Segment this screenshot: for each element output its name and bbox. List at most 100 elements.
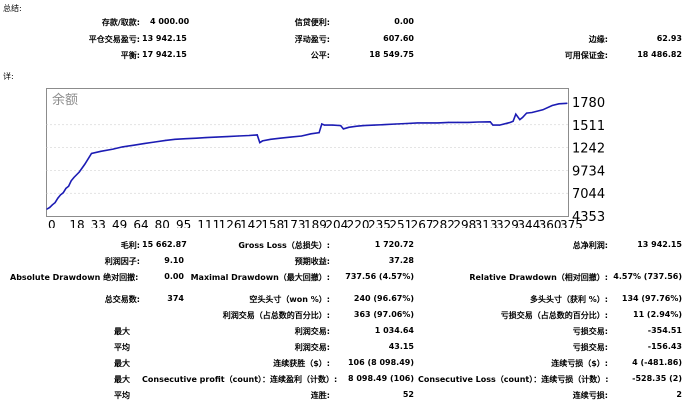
avg-consec-wins-label: 连胜: xyxy=(310,391,330,400)
consec-profit-value: 8 098.49 (106) xyxy=(347,374,414,383)
margin-value: 62.93 xyxy=(656,34,682,43)
chart-point xyxy=(348,126,350,128)
chart-point xyxy=(112,148,114,150)
consec-wins-label: 连续获胜（$）: xyxy=(273,359,330,368)
chart-point xyxy=(90,152,93,155)
largest-profit-label: 利润交易: xyxy=(294,327,330,336)
avg-consec-wins-value: 52 xyxy=(402,390,414,399)
consec-losses-label: 连续亏损（$）: xyxy=(551,359,608,368)
chart-x-tick-label: 0 xyxy=(48,218,56,228)
profit-trades-label: 利润交易（占总数的百分比）: xyxy=(222,311,330,320)
chart-point xyxy=(290,136,292,138)
chart-point xyxy=(499,124,501,126)
chart-point xyxy=(248,134,250,137)
chart-point xyxy=(226,135,229,138)
chart-point xyxy=(406,122,408,125)
free-margin-value: 18 486.82 xyxy=(637,50,682,59)
avg-loss-value: -156.43 xyxy=(647,342,682,351)
chart-point xyxy=(321,123,323,125)
largest-label: 最大 xyxy=(114,327,130,336)
chart-point xyxy=(121,146,124,148)
chart-point xyxy=(342,128,344,130)
loss-trades-value: 11 (2.94%) xyxy=(633,310,682,319)
profit-factor-label: 利润因子: xyxy=(104,257,140,266)
equity-label: 公平: xyxy=(310,51,330,60)
chart-x-tick-label: 49 xyxy=(112,218,127,228)
chart-point xyxy=(237,135,239,137)
chart-x-tick-label: 189 xyxy=(304,218,327,228)
chart-point xyxy=(100,150,102,152)
max-label-3: 最大 xyxy=(114,375,130,384)
chart-point xyxy=(426,122,428,124)
avg-loss-label: 亏损交易: xyxy=(572,343,608,352)
chart-point xyxy=(558,103,560,105)
largest-loss-label: 亏损交易: xyxy=(572,327,608,336)
gross-loss-label: Gross Loss（总损失）: xyxy=(238,241,330,250)
long-positions-label: 多头头寸（获利 %）: xyxy=(530,295,608,304)
profit-trades-value: 363 (97.06%) xyxy=(353,310,414,319)
largest-profit-value: 1 034.64 xyxy=(374,326,414,335)
chart-point xyxy=(525,112,528,114)
chart-point xyxy=(65,187,67,189)
chart-y-tick-label: 1511 xyxy=(572,119,605,134)
max-drawdown-label: Maximal Drawdown（最大回撤）: xyxy=(190,273,330,282)
chart-point xyxy=(310,133,312,135)
chart-x-tick-label: 282 xyxy=(432,218,455,228)
chart-point xyxy=(259,141,261,144)
chart-x-tick-label: 220 xyxy=(347,218,370,228)
chart-x-tick-label: 126 xyxy=(219,218,242,228)
average-label: 平均 xyxy=(114,343,130,352)
avg-profit-label: 利润交易: xyxy=(294,343,330,352)
chart-point xyxy=(395,123,397,125)
chart-x-tick-label: 251 xyxy=(389,218,412,228)
expected-payoff-label: 预期收益: xyxy=(294,257,330,266)
chart-point xyxy=(301,135,303,137)
chart-point xyxy=(261,140,264,142)
chart-point xyxy=(551,104,553,107)
largest-loss-value: -354.51 xyxy=(647,326,682,335)
chart-point xyxy=(174,138,176,140)
chart-point xyxy=(46,208,48,210)
chart-point xyxy=(318,132,320,134)
net-profit-label: 总净利润: xyxy=(572,241,608,250)
avg-consec-losses-value: 2 xyxy=(676,390,682,399)
net-profit-value: 13 942.15 xyxy=(637,240,682,249)
consec-losses-value: 4 (-481.86) xyxy=(632,358,682,367)
chart-point xyxy=(447,121,450,123)
rel-drawdown-label: Relative Drawdown（相对回撤）: xyxy=(469,273,608,282)
expected-payoff-value: 37.28 xyxy=(388,256,414,265)
chart-y-tick-label: 7044 xyxy=(572,187,605,202)
chart-x-tick-label: 204 xyxy=(325,218,348,228)
chart-point xyxy=(70,180,72,182)
max-drawdown-value: 737.56 (4.57%) xyxy=(345,272,414,281)
deposit-label: 存款/取款: xyxy=(101,18,140,27)
chart-point xyxy=(78,171,80,173)
chart-point xyxy=(270,138,272,140)
consec-loss-label: Consecutive Loss（count）：连续亏损（计数）: xyxy=(418,375,609,384)
chart-point xyxy=(73,176,75,179)
chart-y-tick-label: 4353 xyxy=(572,210,605,225)
chart-point xyxy=(468,121,470,123)
chart-point xyxy=(512,120,514,122)
chart-x-tick-label: 375 xyxy=(560,218,583,228)
chart-point xyxy=(62,192,64,194)
chart-point xyxy=(457,121,459,123)
chart-point xyxy=(515,113,517,115)
equity-value: 18 549.75 xyxy=(369,50,414,59)
chart-point xyxy=(492,124,494,126)
balance-label: 平衡: xyxy=(120,51,140,60)
chart-x-tick-label: 329 xyxy=(496,218,519,228)
avg-consec-losses-label: 连续亏损: xyxy=(572,391,608,400)
chart-point xyxy=(143,143,145,145)
chart-point xyxy=(323,124,326,126)
floating-pl-label: 浮动盈亏: xyxy=(294,35,330,44)
chart-x-tick-label: 33 xyxy=(91,218,106,228)
chart-point xyxy=(542,109,544,111)
closed-pl-label: 平仓交易盈亏: xyxy=(88,35,140,44)
gross-profit-value: 15 662.87 xyxy=(142,240,187,249)
chart-x-tick-label: 18 xyxy=(69,218,84,228)
avg-profit-value: 43.15 xyxy=(388,342,414,351)
gross-profit-label: 毛利: xyxy=(120,241,140,250)
chart-point xyxy=(362,125,365,127)
total-trades-label: 总交易数: xyxy=(104,295,140,304)
